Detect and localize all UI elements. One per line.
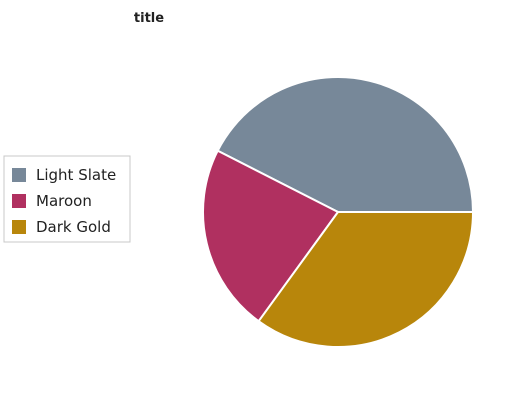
pie-slice-dark-gold <box>257 211 475 348</box>
legend-swatch-light-slate <box>12 168 26 182</box>
chart-title: title <box>134 11 164 26</box>
pie-slices <box>202 76 475 348</box>
legend-label-light-slate: Light Slate <box>36 166 116 184</box>
legend-label-dark-gold: Dark Gold <box>36 218 111 236</box>
pie-slice-light-slate <box>216 76 475 213</box>
legend-swatch-dark-gold <box>12 220 26 234</box>
legend: Light Slate Maroon Dark Gold <box>3 155 131 243</box>
legend-label-maroon: Maroon <box>36 192 92 210</box>
pie-slice-maroon <box>202 149 340 323</box>
legend-items: Light Slate Maroon Dark Gold <box>12 166 116 236</box>
legend-swatch-maroon <box>12 194 26 208</box>
